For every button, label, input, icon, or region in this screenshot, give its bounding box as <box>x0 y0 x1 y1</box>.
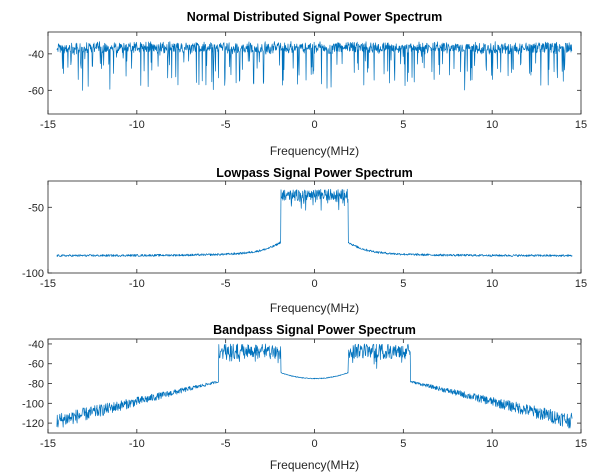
x-tick-label: -15 <box>40 438 56 450</box>
ticks: -15 -10 -5 0 5 10 15 -40 -60 -80 -100 -120 <box>22 339 587 450</box>
x-tick-label: -15 <box>40 119 56 131</box>
x-axis-label: Frequency(MHz) <box>270 458 359 472</box>
y-tick-label: -50 <box>28 202 44 214</box>
y-tick-label: -40 <box>28 339 44 351</box>
x-tick-label: -10 <box>129 438 145 450</box>
y-tick-label: -40 <box>28 49 44 61</box>
y-tick-label: -100 <box>22 398 44 410</box>
x-tick-label: 10 <box>486 278 498 290</box>
y-tick-label: -60 <box>28 359 44 371</box>
x-axis-label: Frequency(MHz) <box>270 144 359 158</box>
x-tick-label: 0 <box>311 278 317 290</box>
x-tick-label: -10 <box>129 278 145 290</box>
series-line <box>56 188 573 258</box>
series-line <box>56 41 573 91</box>
lowpass-signal-panel: Lowpass Signal Power Spectrum -15 -10 -5 0 5… <box>22 166 587 315</box>
ticks: -15 -10 -5 0 5 10 15 -40 -60 <box>28 32 587 131</box>
series-layer <box>56 343 573 429</box>
x-tick-label: 15 <box>575 438 587 450</box>
y-tick-label: -120 <box>22 418 44 430</box>
x-tick-label: -5 <box>221 119 231 131</box>
chart-title: Normal Distributed Signal Power Spectrum <box>187 10 443 24</box>
x-tick-label: -5 <box>221 278 231 290</box>
x-tick-label: 10 <box>486 119 498 131</box>
y-tick-label: -100 <box>22 268 44 280</box>
y-tick-label: -60 <box>28 85 44 97</box>
x-tick-label: 5 <box>400 278 406 290</box>
x-tick-label: -15 <box>40 278 56 290</box>
chart-title: Lowpass Signal Power Spectrum <box>216 166 413 180</box>
x-tick-label: -5 <box>221 438 231 450</box>
x-tick-label: 0 <box>311 438 317 450</box>
x-tick-label: 15 <box>575 278 587 290</box>
x-tick-label: 5 <box>400 438 406 450</box>
x-tick-label: 10 <box>486 438 498 450</box>
ticks: -15 -10 -5 0 5 10 15-50-100 <box>22 181 587 290</box>
bandpass-signal-panel: Bandpass Signal Power Spectrum -15 -10 -5 0… <box>22 323 587 472</box>
normal-signal-panel: Normal Distributed Signal Power Spectrum… <box>28 10 587 158</box>
x-tick-label: 15 <box>575 119 587 131</box>
series-layer <box>56 41 573 91</box>
chart-title: Bandpass Signal Power Spectrum <box>213 323 416 337</box>
series-layer <box>56 188 573 258</box>
x-tick-label: -10 <box>129 119 145 131</box>
series-line <box>56 343 573 429</box>
x-axis-label: Frequency(MHz) <box>270 301 359 315</box>
y-tick-label: -80 <box>28 379 44 391</box>
x-tick-label: 5 <box>400 119 406 131</box>
x-tick-label: 0 <box>311 119 317 131</box>
